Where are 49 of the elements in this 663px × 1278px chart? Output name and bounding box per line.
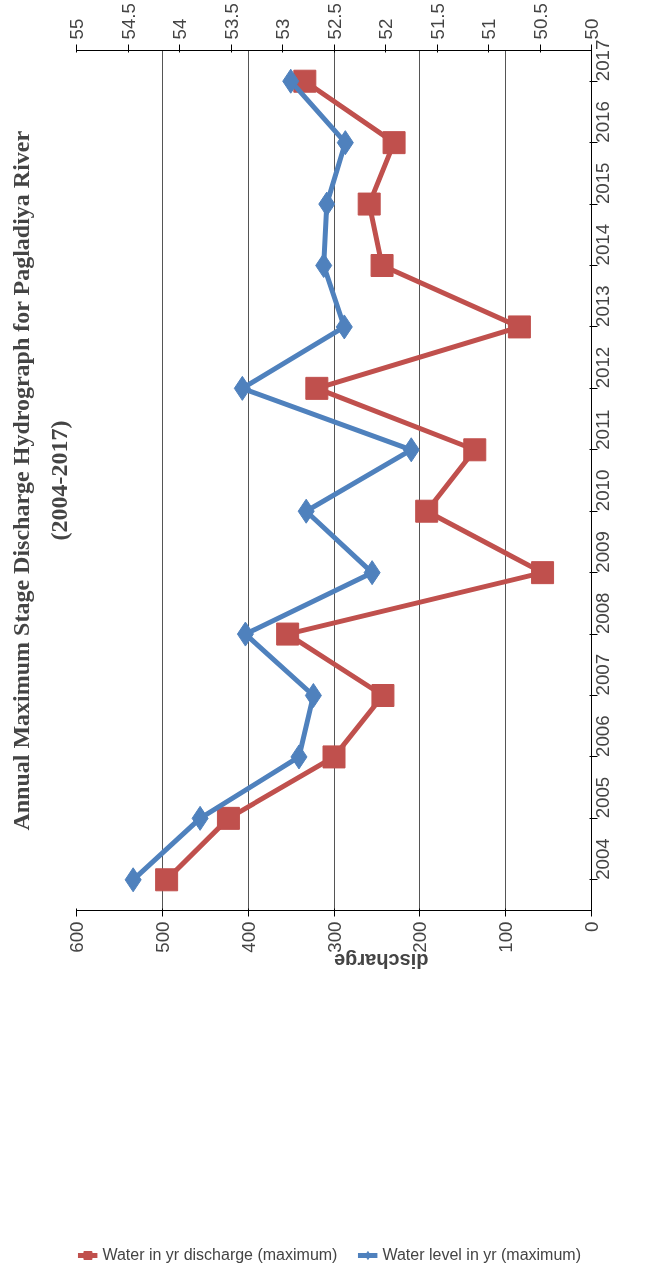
y-tick-label: 2012 xyxy=(592,346,613,389)
y-tick-label: 2009 xyxy=(592,531,613,573)
x-tick-label: 0 xyxy=(581,921,602,932)
x2-tick-label: 52.5 xyxy=(323,3,345,40)
point xyxy=(382,131,406,155)
x2-tick-label: 54 xyxy=(169,18,190,40)
y-tick-label: 2017 xyxy=(592,39,613,82)
x2-tick-label: 52 xyxy=(375,18,396,40)
y-tick-label: 2016 xyxy=(592,101,613,143)
x-tick-label: 500 xyxy=(151,921,173,953)
point xyxy=(415,499,439,523)
legend-label: Water in yr discharge (maximum) xyxy=(102,1246,338,1264)
x2-tick-label: 53.5 xyxy=(220,3,242,40)
point xyxy=(305,376,329,400)
y-tick-label: 2008 xyxy=(592,592,613,635)
y-tick-label: 2007 xyxy=(592,653,613,696)
text: Annual Maximum Stage Discharge Hydrograph for Pagladiya River xyxy=(7,130,34,831)
point xyxy=(463,438,487,462)
x-tick-label: 100 xyxy=(495,921,517,953)
point xyxy=(216,806,240,830)
x-tick-label: 600 xyxy=(66,921,87,953)
x2-tick-label: 54.5 xyxy=(117,3,139,40)
x2-tick-label: 55 xyxy=(66,18,87,40)
y-tick-label: 2013 xyxy=(592,285,613,327)
y-tick-label: 2014 xyxy=(592,223,613,266)
point xyxy=(370,254,394,277)
text: (2004-2017) xyxy=(45,420,72,541)
point xyxy=(507,315,531,339)
point xyxy=(315,253,333,278)
y-tick-label: 2005 xyxy=(592,776,613,819)
y-tick-label: 2006 xyxy=(592,715,613,757)
y-tick-label: 2011 xyxy=(592,409,613,450)
point xyxy=(357,192,381,216)
x2-tick-label: 51.5 xyxy=(426,3,448,40)
point xyxy=(531,561,555,585)
point xyxy=(276,622,300,646)
y-tick-label: 2015 xyxy=(592,162,613,205)
point xyxy=(371,684,395,707)
legend-label: Water level in yr (maximum) xyxy=(382,1246,581,1264)
x-tick-label: 400 xyxy=(237,921,259,953)
point xyxy=(304,683,322,708)
x2-tick-label: 51 xyxy=(478,18,499,40)
y-tick-label: 2010 xyxy=(592,469,613,512)
x2-tick-label: 50 xyxy=(581,18,602,40)
y-tick-label: 2004 xyxy=(592,838,613,880)
x2-tick-label: 53 xyxy=(272,18,293,40)
point xyxy=(155,868,179,892)
point xyxy=(322,745,346,769)
x2-tick-label: 50.5 xyxy=(529,3,551,40)
